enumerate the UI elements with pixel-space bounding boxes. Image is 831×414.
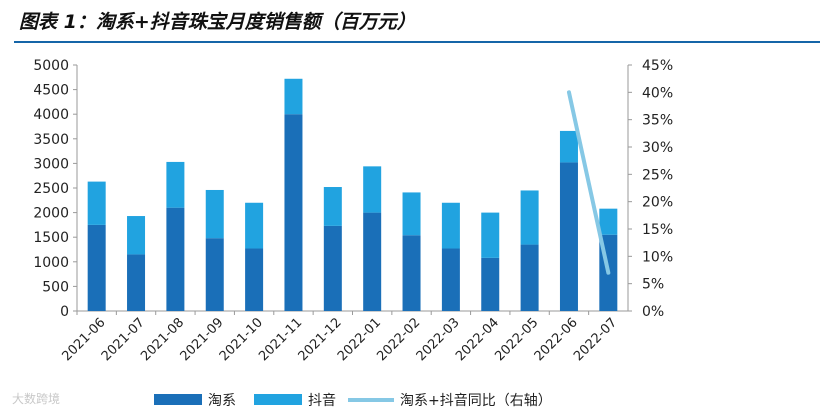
bar-douyin [559, 130, 578, 163]
legend-swatch [154, 394, 202, 405]
bar-taoxi [520, 244, 539, 311]
right-tick-label: 35% [642, 113, 673, 129]
left-tick-label: 3000 [33, 156, 69, 172]
bar-taoxi [441, 248, 460, 311]
right-tick-label: 40% [642, 85, 673, 101]
left-tick-label: 4500 [33, 83, 69, 99]
right-tick-label: 0% [642, 304, 664, 320]
bar-douyin [599, 208, 618, 235]
right-tick-label: 25% [642, 167, 673, 183]
legend-label: 抖音 [308, 392, 336, 409]
bar-douyin [127, 216, 146, 255]
chart-title: 图表 1：淘系+抖音珠宝月度销售额（百万元） [19, 11, 416, 33]
left-tick-label: 5000 [33, 58, 69, 74]
right-tick-label: 10% [642, 249, 673, 265]
bar-taoxi [87, 224, 106, 311]
bar-taoxi [402, 235, 421, 311]
bar-douyin [441, 202, 460, 249]
legend-item: 淘系+抖音同比（右轴） [348, 392, 552, 409]
legend-label: 淘系+抖音同比（右轴） [400, 392, 552, 409]
left-tick-label: 2000 [33, 206, 69, 222]
bar-douyin [87, 181, 106, 225]
left-tick-label: 1500 [33, 230, 69, 246]
left-tick-label: 3500 [33, 132, 69, 148]
bar-douyin [481, 212, 500, 258]
bar-taoxi [245, 248, 264, 311]
bar-taoxi [205, 238, 224, 311]
bar-douyin [284, 78, 303, 115]
left-tick-label: 4000 [33, 107, 69, 123]
left-tick-label: 2500 [33, 181, 69, 197]
left-tick-label: 1000 [33, 255, 69, 271]
right-tick-label: 45% [642, 58, 673, 74]
bar-taoxi [127, 254, 146, 311]
right-tick-label: 5% [642, 277, 664, 293]
right-tick-label: 30% [642, 140, 673, 156]
title-rule [14, 41, 820, 43]
bar-douyin [245, 202, 264, 249]
right-tick-label: 20% [642, 195, 673, 211]
bar-douyin [402, 192, 421, 236]
bar-taoxi [363, 212, 382, 311]
bar-taoxi [481, 257, 500, 311]
watermark: 大数跨境 [12, 392, 61, 406]
bar-taoxi [559, 162, 578, 311]
bar-douyin [363, 166, 382, 213]
bar-douyin [520, 190, 539, 245]
left-tick-label: 500 [42, 279, 69, 295]
legend-swatch [254, 394, 302, 405]
bar-taoxi [284, 114, 303, 311]
yoy-line [566, 90, 611, 275]
bar-douyin [323, 187, 342, 226]
bar-douyin [166, 161, 185, 208]
bar-taoxi [166, 207, 185, 311]
left-tick-label: 0 [60, 304, 69, 320]
bar-taoxi [323, 225, 342, 311]
legend-label: 淘系 [208, 393, 236, 409]
right-tick-label: 15% [642, 222, 673, 238]
legend-item: 抖音 [254, 392, 336, 409]
bar-douyin [205, 189, 224, 239]
legend-item: 淘系 [154, 393, 236, 409]
x-tick-label: 2022-07 [571, 315, 620, 364]
